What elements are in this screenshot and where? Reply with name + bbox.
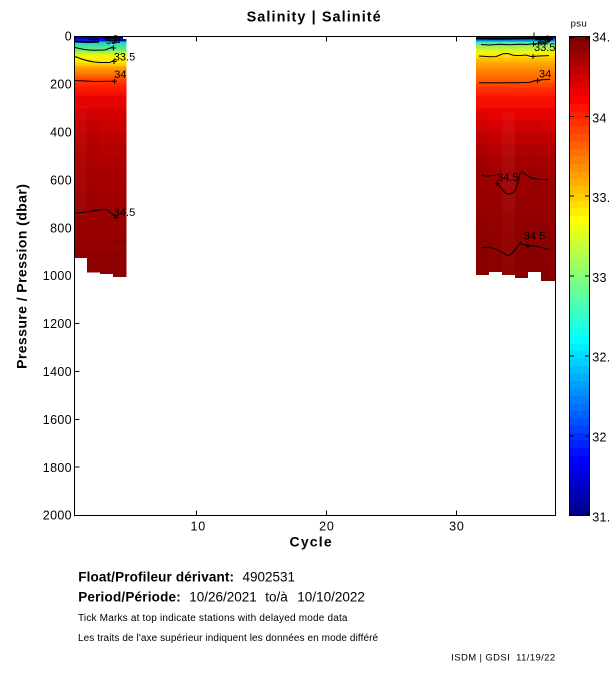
svg-text:33: 33 xyxy=(106,36,116,46)
svg-text:200: 200 xyxy=(50,78,72,92)
svg-text:1000: 1000 xyxy=(43,269,72,283)
svg-text:0: 0 xyxy=(65,30,72,44)
svg-text:2000: 2000 xyxy=(43,509,72,523)
svg-text:30: 30 xyxy=(449,520,465,534)
svg-text:Float/Profileur dérivant:49025: Float/Profileur dérivant: 4902531 xyxy=(78,569,295,584)
svg-text:20: 20 xyxy=(319,520,335,534)
svg-text:34.5: 34.5 xyxy=(497,172,518,184)
svg-text:34.5: 34.5 xyxy=(592,31,611,45)
svg-text:33.5: 33.5 xyxy=(114,51,135,63)
svg-text:1400: 1400 xyxy=(43,365,72,379)
svg-text:1800: 1800 xyxy=(43,461,72,475)
svg-text:32: 32 xyxy=(592,431,607,445)
svg-text:1600: 1600 xyxy=(43,413,72,427)
svg-text:31.5: 31.5 xyxy=(592,510,611,524)
svg-text:Pressure / Pression (dbar): Pressure / Pression (dbar) xyxy=(14,184,30,369)
svg-text:10: 10 xyxy=(190,520,206,534)
svg-text:34.5: 34.5 xyxy=(524,230,545,242)
svg-text:1200: 1200 xyxy=(43,317,72,331)
svg-text:3: 3 xyxy=(545,34,550,44)
svg-text:400: 400 xyxy=(50,126,72,140)
svg-text:600: 600 xyxy=(50,173,72,187)
svg-text:psu: psu xyxy=(571,19,588,30)
svg-text:34: 34 xyxy=(539,69,551,81)
svg-text:33.5: 33.5 xyxy=(534,42,555,54)
svg-text:Les traits de l'axe supérieur: Les traits de l'axe supérieur indiquent … xyxy=(78,633,379,644)
svg-text:34.5: 34.5 xyxy=(114,207,135,219)
svg-text:ISDM | GDSI 11/19/22: ISDM | GDSI 11/19/22 xyxy=(451,652,555,663)
svg-text:Cycle: Cycle xyxy=(290,534,333,550)
svg-text:34: 34 xyxy=(592,111,607,125)
svg-text:Salinity | Salinité: Salinity | Salinité xyxy=(247,9,382,25)
svg-text:33: 33 xyxy=(537,36,547,46)
svg-text:33: 33 xyxy=(592,271,607,285)
svg-text:3: 3 xyxy=(113,34,118,44)
svg-text:32.5: 32.5 xyxy=(592,351,611,365)
svg-text:34: 34 xyxy=(114,69,126,81)
svg-text:Tick Marks at top indicate sta: Tick Marks at top indicate stations with… xyxy=(78,613,348,624)
svg-text:33.5: 33.5 xyxy=(592,191,611,205)
svg-text:800: 800 xyxy=(50,221,72,235)
